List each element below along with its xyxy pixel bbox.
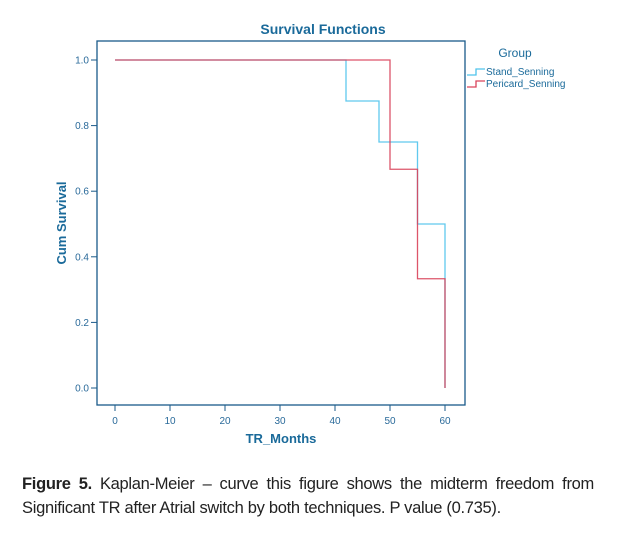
legend-swatch	[467, 68, 485, 76]
y-tick-label: 0.8	[75, 121, 89, 132]
x-tick-label: 50	[384, 416, 396, 427]
y-tick-label: 0.2	[75, 318, 89, 329]
x-tick-label: 0	[112, 416, 118, 427]
y-tick-label: 0.4	[75, 252, 89, 263]
y-tick-label: 0.0	[75, 384, 89, 395]
chart-title: Survival Functions	[260, 21, 385, 37]
legend-label: Pericard_Senning	[486, 79, 566, 90]
survival-line-stand-senning	[115, 59, 446, 388]
plot-frame	[96, 40, 466, 406]
x-tick-label: 40	[329, 416, 341, 427]
caption-text: Kaplan-Meier – curve this figure shows t…	[22, 475, 594, 517]
legend-label: Stand_Senning	[486, 67, 554, 78]
x-tick-label: 60	[439, 416, 451, 427]
survival-chart: Survival Functions TR_Months Cum Surviva…	[54, 21, 566, 446]
y-axis-label: Cum Survival	[54, 181, 69, 264]
x-tick-label: 30	[274, 416, 286, 427]
caption-label: Figure 5.	[22, 475, 92, 493]
legend-title: Group	[498, 46, 532, 60]
figure-caption: Figure 5. Kaplan-Meier – curve this figu…	[22, 472, 594, 520]
x-axis-label: TR_Months	[246, 431, 317, 446]
x-tick-label: 10	[164, 416, 176, 427]
x-tick-label: 20	[219, 416, 231, 427]
survival-line-pericard-senning	[115, 59, 446, 388]
y-tick-label: 1.0	[75, 56, 89, 67]
y-tick-label: 0.6	[75, 187, 89, 198]
legend-swatch	[467, 80, 485, 88]
